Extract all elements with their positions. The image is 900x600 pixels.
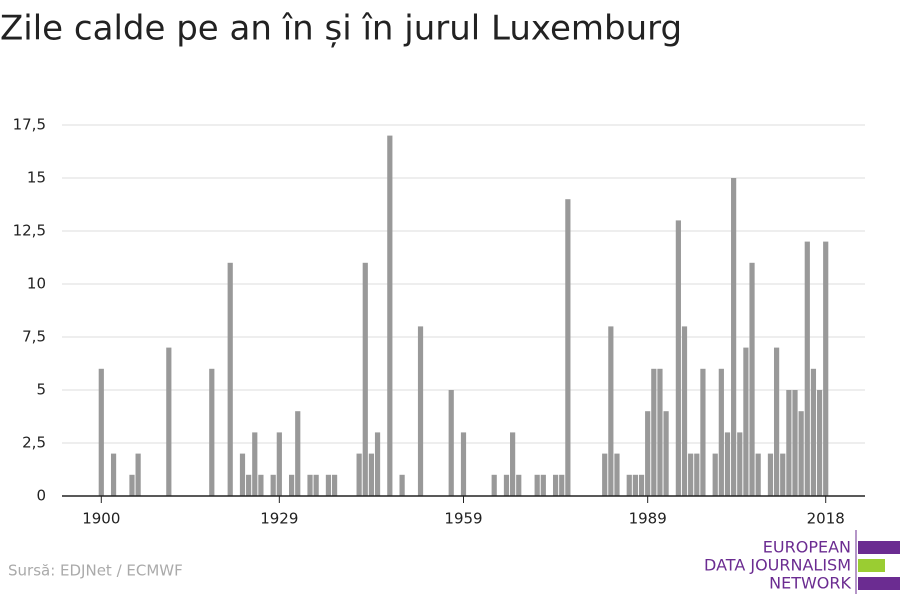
bar bbox=[663, 411, 669, 496]
x-tick-label: 1900 bbox=[82, 510, 120, 528]
bar bbox=[227, 262, 233, 496]
bar bbox=[657, 368, 663, 496]
bar bbox=[645, 411, 651, 496]
bar bbox=[773, 347, 780, 496]
bar bbox=[786, 390, 792, 496]
bar bbox=[823, 241, 829, 496]
y-tick-label: 5 bbox=[36, 381, 46, 399]
source: Sursă: EDJNet / ECMWF bbox=[8, 562, 183, 580]
bar bbox=[368, 453, 375, 496]
bar bbox=[675, 220, 681, 496]
bar bbox=[694, 453, 700, 496]
y-tick-label: 10 bbox=[27, 275, 46, 293]
logo-text: NETWORK bbox=[769, 574, 851, 593]
bar bbox=[239, 453, 246, 496]
bar bbox=[399, 474, 405, 496]
bar bbox=[387, 135, 393, 496]
bar bbox=[374, 432, 381, 496]
bar bbox=[491, 474, 497, 496]
bar bbox=[767, 453, 774, 496]
bar bbox=[270, 474, 276, 496]
bar bbox=[816, 390, 823, 496]
bar bbox=[503, 474, 510, 496]
bar bbox=[749, 262, 755, 496]
bar bbox=[331, 474, 338, 496]
bar bbox=[724, 432, 731, 496]
x-tick-label: 1929 bbox=[260, 510, 298, 528]
y-tick-label: 2,5 bbox=[22, 434, 46, 452]
bar bbox=[731, 178, 737, 496]
bar bbox=[246, 474, 252, 496]
bar bbox=[638, 474, 645, 496]
bar bbox=[448, 390, 454, 496]
bar bbox=[632, 474, 638, 496]
bar bbox=[276, 432, 282, 496]
bar bbox=[626, 474, 632, 496]
bar bbox=[325, 474, 332, 496]
logo: EUROPEAN DATA JOURNALISM NETWORK bbox=[704, 530, 900, 594]
bar bbox=[252, 432, 258, 496]
bar bbox=[295, 411, 301, 496]
bar bbox=[565, 199, 571, 496]
x-tick-label: 2018 bbox=[807, 510, 845, 528]
logo-bar bbox=[858, 541, 900, 554]
logo-bar bbox=[858, 559, 885, 572]
bar bbox=[362, 262, 368, 496]
x-tick-label: 1989 bbox=[629, 510, 667, 528]
bar bbox=[743, 347, 749, 496]
x-tick-label: 1959 bbox=[444, 510, 482, 528]
bar bbox=[552, 474, 559, 496]
bar bbox=[810, 368, 817, 496]
y-tick-label: 17,5 bbox=[13, 116, 46, 134]
bar bbox=[804, 241, 810, 496]
bar bbox=[534, 474, 540, 496]
bar bbox=[540, 474, 546, 496]
y-tick-label: 12,5 bbox=[13, 222, 46, 240]
bar bbox=[307, 474, 313, 496]
bar bbox=[651, 368, 657, 496]
bar bbox=[798, 411, 804, 496]
y-tick-label: 7,5 bbox=[22, 328, 46, 346]
bar bbox=[755, 453, 761, 496]
bar bbox=[356, 453, 362, 496]
bar bbox=[417, 326, 424, 496]
bar bbox=[614, 453, 620, 496]
bar bbox=[110, 453, 117, 496]
bar bbox=[135, 453, 141, 496]
bar bbox=[559, 474, 565, 496]
bar bbox=[602, 453, 608, 496]
bar bbox=[718, 368, 724, 496]
y-tick-label: 15 bbox=[27, 169, 46, 187]
bar bbox=[792, 390, 798, 496]
bar bbox=[460, 432, 467, 496]
chart-title: Zile calde pe an în și în jurul Luxembur… bbox=[0, 9, 682, 49]
bar bbox=[166, 347, 172, 496]
bar bbox=[209, 368, 215, 496]
bar bbox=[700, 368, 706, 496]
bar bbox=[688, 453, 694, 496]
y-tick-label: 0 bbox=[36, 487, 46, 505]
bar bbox=[516, 474, 522, 496]
bar bbox=[608, 326, 614, 496]
bar bbox=[681, 326, 688, 496]
logo-text: DATA JOURNALISM bbox=[704, 556, 851, 575]
bar bbox=[712, 453, 718, 496]
bar bbox=[510, 432, 516, 496]
bar bbox=[737, 432, 743, 496]
bar bbox=[313, 474, 319, 496]
bar bbox=[129, 474, 135, 496]
logo-text: EUROPEAN bbox=[763, 538, 851, 557]
bar bbox=[289, 474, 295, 496]
bar bbox=[98, 368, 104, 496]
bar bbox=[780, 453, 786, 496]
logo-bar bbox=[858, 577, 900, 590]
bar bbox=[258, 474, 264, 496]
